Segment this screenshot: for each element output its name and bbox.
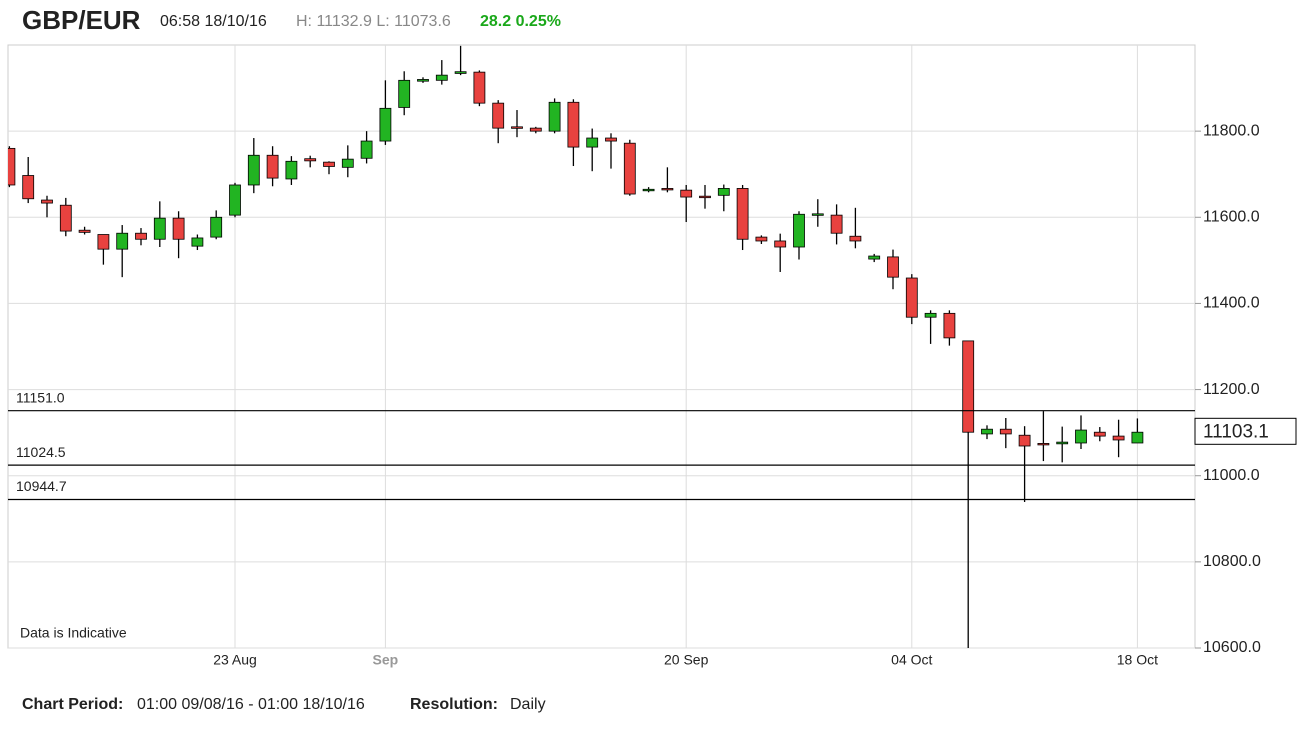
candle-body [605,137,617,142]
candle-body [266,154,279,179]
candle-body [360,140,373,159]
candle-body [774,240,787,248]
time: 06:58 18/10/16 [160,13,267,30]
candle-body [905,277,918,318]
candle-body [379,107,392,142]
x-tick-label: 23 Aug [213,652,257,668]
candle-body [999,428,1012,435]
candle-body [755,236,768,242]
candle-body [887,256,899,278]
candle-body [868,255,881,260]
candle-body [642,188,655,192]
plot-frame [7,44,1196,649]
candle-body [1056,441,1069,445]
y-tick-label: 10600.0 [1203,639,1261,656]
y-tick-label: 11800.0 [1203,122,1260,139]
x-tick-label: 18 Oct [1117,652,1158,668]
candle-body [529,127,542,132]
candle-body [229,184,241,216]
period-label: Chart Period: [22,696,123,713]
candle-body [135,232,147,240]
candle-body [341,158,354,168]
candle-body [1037,443,1050,446]
candle-body [285,160,298,180]
candle-body [736,188,749,240]
candle-body [548,101,561,132]
candle-body [680,189,693,198]
y-tick-label: 10800.0 [1203,553,1261,570]
candle-body [699,195,711,199]
candle-body [41,199,53,204]
candle-body [511,126,523,129]
candle-body [492,102,505,129]
candle-body [717,188,730,196]
candle-body [1131,431,1144,444]
period: 01:00 09/08/16 - 01:00 18/10/16 [137,696,365,713]
candle-body [981,428,993,435]
level-label: 11024.5 [16,444,66,460]
candle-body [435,74,448,81]
candle-body [172,217,185,240]
candle-body [586,137,599,148]
y-tick-label: 11400.0 [1203,295,1260,312]
resolution: Daily [510,696,546,713]
x-tick-label: 20 Sep [664,652,709,668]
symbol: GBP/EUR [22,5,141,35]
candle-body [116,232,129,250]
candle-body [417,79,429,82]
range: H: 11132.9 L: 11073.6 [296,13,451,30]
candle-body [924,312,937,318]
candle-body [1075,429,1087,444]
candle-body [1112,435,1125,441]
candle-body [811,213,824,216]
candle-body [210,216,223,238]
y-tick-label: 11000.0 [1203,467,1260,484]
last-price-label: 11103.1 [1203,421,1269,442]
resolution-label: Resolution: [410,696,498,713]
x-tick-label: 04 Oct [891,652,932,668]
candle-body [623,142,636,195]
candle-body [1018,434,1031,447]
change: 28.2 0.25% [480,13,561,30]
candle-body [8,147,16,186]
level-label: 11151.0 [16,389,65,405]
candle-body [153,217,166,240]
x-tick-label: Sep [373,652,399,668]
y-tick-label: 11200.0 [1203,381,1260,398]
candle-body [1093,431,1106,437]
candle-body [191,237,204,247]
level-label: 10944.7 [16,478,67,494]
candle-body [323,161,335,167]
candle-body [567,101,580,148]
note: Data is Indicative [20,625,127,641]
candle-body [793,213,805,248]
candle-body [849,235,862,242]
candle-body [943,312,956,339]
candle-body [661,188,674,191]
candle-body [398,79,411,108]
candle-body [78,229,91,233]
candle-body [454,71,467,74]
candle-body [59,204,72,232]
candle-body [22,175,35,200]
candle-body [97,234,110,250]
last-price-box [1194,417,1297,445]
candle-body [247,154,260,186]
candle-body [962,340,975,433]
candle-body [304,158,317,162]
y-tick-label: 11600.0 [1203,209,1260,226]
candle-body [473,71,486,104]
candle-body [830,214,843,234]
